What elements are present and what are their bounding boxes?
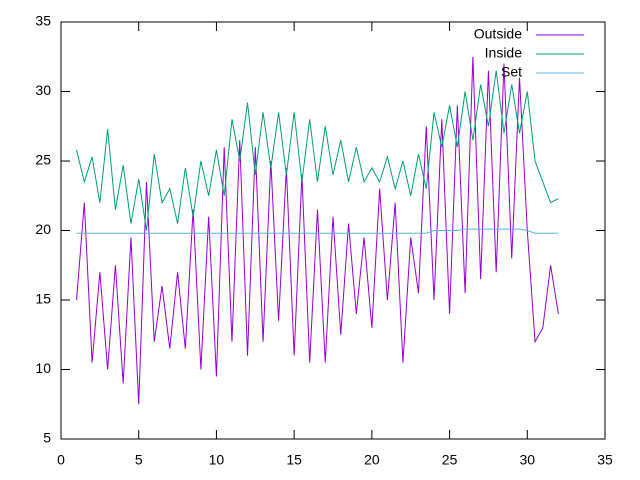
y-tick-label: 35: [35, 13, 51, 29]
y-tick-label: 15: [35, 291, 51, 307]
x-tick-label: 25: [442, 452, 458, 468]
y-tick-label: 30: [35, 82, 51, 98]
y-tick-label: 10: [35, 360, 51, 376]
series-line: [76, 228, 559, 234]
y-tick-label: 5: [43, 430, 51, 446]
y-tick-label: 20: [35, 221, 51, 237]
x-tick-label: 0: [57, 452, 65, 468]
legend-label: Set: [501, 64, 522, 80]
series-line: [76, 70, 559, 231]
y-tick-label: 25: [35, 152, 51, 168]
x-tick-label: 35: [597, 452, 613, 468]
x-tick-label: 5: [135, 452, 143, 468]
x-tick-label: 20: [364, 452, 380, 468]
x-tick-label: 10: [209, 452, 225, 468]
legend-label: Inside: [485, 45, 523, 61]
x-tick-label: 30: [519, 452, 535, 468]
legend-label: Outside: [474, 26, 522, 42]
series-line: [76, 56, 559, 405]
plot-frame: [60, 21, 606, 440]
x-tick-label: 15: [286, 452, 302, 468]
